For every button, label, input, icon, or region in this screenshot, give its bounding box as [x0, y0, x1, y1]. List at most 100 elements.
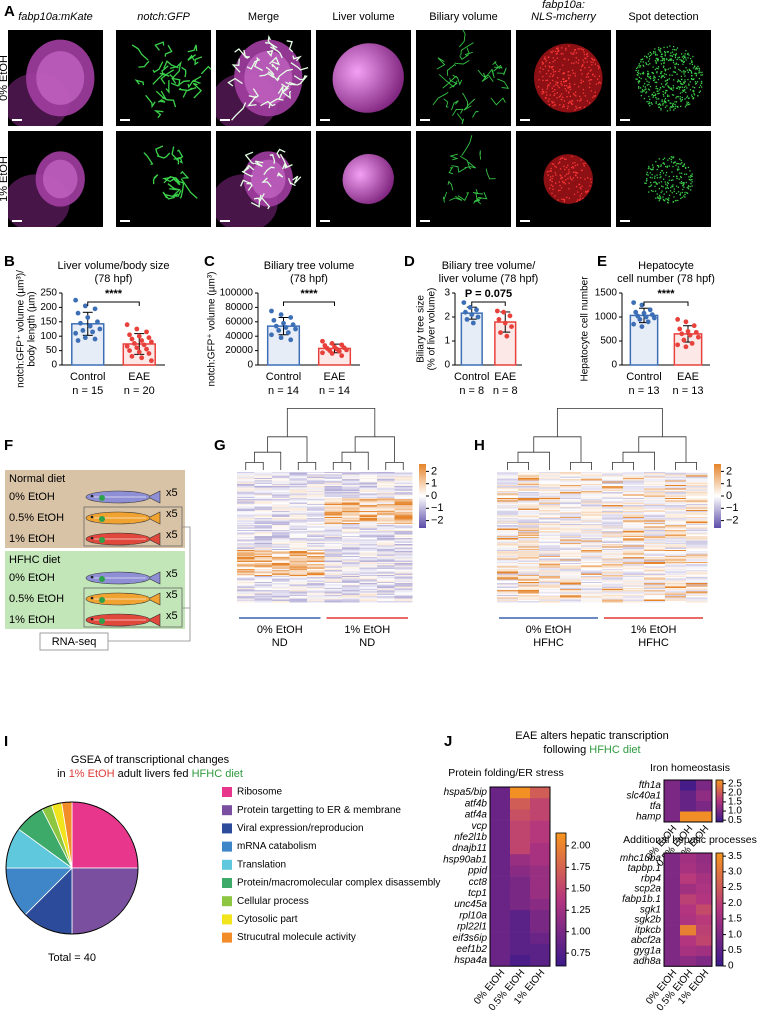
nucleus-dot [656, 174, 658, 176]
nucleus-dot [670, 156, 672, 158]
heatmap-cell [497, 500, 519, 502]
nucleus-dot [662, 59, 664, 62]
heatmap-cell [324, 563, 343, 565]
heatmap-cell [539, 532, 561, 534]
nucleus-dot [671, 74, 673, 76]
heatmap-cell [307, 515, 325, 518]
heatmap-cell [581, 494, 603, 496]
heatmap-cell [324, 560, 343, 563]
micrograph [216, 30, 311, 126]
heatmap-cell [237, 542, 255, 545]
nucleus-dot [673, 53, 675, 56]
heatmap-cell [602, 574, 624, 577]
heatmap-cell [254, 524, 273, 526]
nucleus-dot [686, 95, 689, 97]
heatmap-cell [497, 503, 519, 506]
heatmap-cell [394, 473, 413, 475]
heatmap-cell [359, 511, 378, 513]
fish-eye [90, 617, 94, 621]
nucleus-dot [656, 72, 658, 74]
heatmap-cell [324, 577, 343, 579]
row-label: atf4a [465, 810, 488, 821]
heatmap-cell [518, 525, 540, 527]
heatmap-cell [581, 526, 603, 528]
heatmap-cell [254, 568, 273, 571]
heatmap-cell [602, 539, 624, 541]
heatmap-cell [377, 474, 395, 476]
vessel [152, 61, 164, 74]
heatmap-cell [686, 572, 708, 574]
heatmap-cell [686, 489, 708, 492]
heatmap-cell [289, 487, 308, 489]
heatmap-cell [254, 597, 273, 599]
heatmap-cell [394, 594, 413, 597]
heatmap-cell [342, 498, 360, 500]
nucleus-dot [656, 164, 659, 167]
heatmap-cell [237, 577, 255, 579]
heatmap-cell [342, 490, 360, 493]
heatmap-cell [307, 513, 325, 515]
nucleus-dot [663, 46, 665, 48]
heatmap-cell [560, 573, 582, 576]
expression-heatmap [237, 472, 413, 603]
heatmap-cell [289, 574, 308, 577]
heatmap-cell [686, 555, 708, 558]
heatmap-cell [560, 505, 582, 507]
heatmap-cell [539, 501, 561, 504]
legend-swatch [222, 878, 232, 888]
nucleus-dot [654, 51, 656, 53]
heatmap-cell [377, 568, 395, 571]
nucleus-dot [549, 82, 551, 84]
heatmap-cell [665, 558, 687, 560]
nucleus-dot [645, 63, 648, 65]
nucleus-dot [541, 91, 543, 93]
nucleus-dot [663, 60, 665, 62]
nucleus-dot [584, 162, 586, 164]
nucleus-dot [539, 67, 542, 69]
heatmap-cell [254, 487, 273, 489]
nucleus-dot [664, 53, 666, 55]
heatmap-cell [237, 521, 255, 524]
nucleus-dot [675, 185, 678, 187]
vessel [269, 56, 281, 66]
nucleus-dot [687, 101, 690, 104]
heatmap-cell [665, 578, 687, 580]
heatmap-cell [324, 585, 343, 587]
heatmap-cell [289, 488, 308, 491]
condition-label: 0.5% EtOH [9, 593, 64, 605]
heatmap-cell [644, 583, 666, 585]
heatmap-cell [539, 522, 561, 525]
heatmap-cell [602, 499, 624, 501]
heatmap-cell [359, 480, 378, 482]
nucleus-dot [655, 161, 657, 163]
heatmap-cell [644, 482, 666, 485]
heatmap-cell [581, 476, 603, 479]
heatmap-cell [377, 539, 395, 541]
x-tick-label: EAE [494, 371, 516, 383]
fish-liver [99, 537, 105, 543]
nucleus-dot [686, 101, 688, 103]
vessel [432, 91, 449, 106]
connector [108, 526, 191, 642]
nucleus-dot [592, 73, 594, 75]
colorbar-tick-label: 0.5 [728, 945, 742, 956]
heatmap-cell [581, 566, 603, 569]
heatmap-cell [644, 507, 666, 509]
data-point [461, 300, 467, 305]
nucleus-dot [646, 173, 648, 176]
row-label: abcf2a [631, 935, 661, 946]
heatmap-cell [394, 546, 413, 548]
heatmap-cell [237, 528, 255, 531]
liver-volume [332, 43, 404, 113]
heatmap-cell [324, 531, 343, 533]
nucleus-dot [561, 187, 563, 189]
heatmap-cell [254, 561, 273, 564]
heatmap-cell [289, 534, 308, 537]
heatmap-cell [289, 480, 308, 482]
data-point [124, 322, 130, 328]
nucleus-dot [660, 181, 663, 183]
nucleus-dot [682, 60, 684, 62]
heatmap-cell [307, 547, 325, 550]
heatmap-cell [307, 496, 325, 499]
heatmap-cell [254, 578, 273, 580]
